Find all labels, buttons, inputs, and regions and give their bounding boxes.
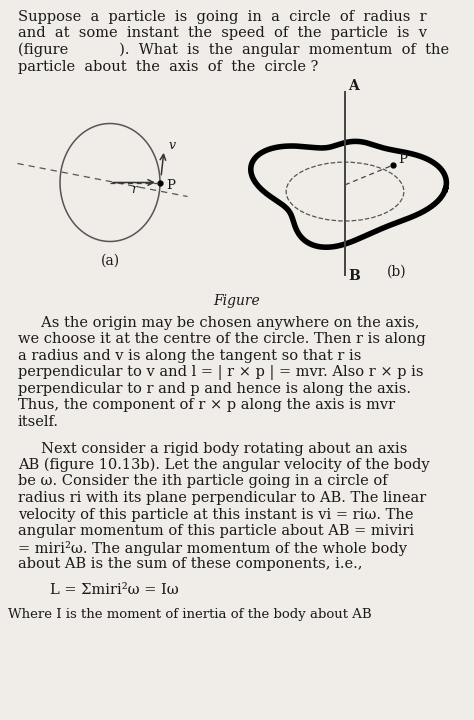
Text: angular momentum of this particle about AB = miviri: angular momentum of this particle about …	[18, 524, 414, 538]
Text: B: B	[348, 269, 360, 283]
Text: (a): (a)	[100, 254, 119, 268]
Text: Suppose  a  particle  is  going  in  a  circle  of  radius  r: Suppose a particle is going in a circle …	[18, 10, 427, 24]
Text: velocity of this particle at this instant is vi = riω. The: velocity of this particle at this instan…	[18, 508, 413, 521]
Text: L = Σmiri²ω = Iω: L = Σmiri²ω = Iω	[50, 583, 179, 598]
Text: AB (figure 10.13b). Let the angular velocity of the body: AB (figure 10.13b). Let the angular velo…	[18, 458, 429, 472]
Text: Figure: Figure	[214, 294, 260, 308]
Text: be ω. Consider the ith particle going in a circle of: be ω. Consider the ith particle going in…	[18, 474, 388, 488]
Text: P: P	[166, 179, 175, 192]
Text: and  at  some  instant  the  speed  of  the  particle  is  v: and at some instant the speed of the par…	[18, 27, 427, 40]
Text: radius ri with its plane perpendicular to AB. The linear: radius ri with its plane perpendicular t…	[18, 491, 426, 505]
Text: perpendicular to v and l = | r × p | = mvr. Also r × p is: perpendicular to v and l = | r × p | = m…	[18, 366, 423, 380]
Text: (figure           ).  What  is  the  angular  momentum  of  the: (figure ). What is the angular momentum …	[18, 43, 449, 58]
Text: v: v	[168, 138, 176, 151]
Text: Thus, the component of r × p along the axis is mvr: Thus, the component of r × p along the a…	[18, 398, 395, 413]
Text: Next consider a rigid body rotating about an axis: Next consider a rigid body rotating abou…	[18, 441, 407, 456]
Text: A: A	[348, 78, 359, 93]
Text: As the origin may be chosen anywhere on the axis,: As the origin may be chosen anywhere on …	[18, 316, 419, 330]
Text: particle  about  the  axis  of  the  circle ?: particle about the axis of the circle ?	[18, 60, 319, 73]
Text: = miri²ω. The angular momentum of the whole body: = miri²ω. The angular momentum of the wh…	[18, 541, 407, 556]
Text: r: r	[131, 182, 137, 196]
Text: a radius and v is along the tangent so that r is: a radius and v is along the tangent so t…	[18, 349, 361, 363]
Text: about AB is the sum of these components, i.e.,: about AB is the sum of these components,…	[18, 557, 363, 571]
Text: Where I is the moment of inertia of the body about AB: Where I is the moment of inertia of the …	[8, 608, 372, 621]
Text: P: P	[398, 153, 407, 166]
Text: (b): (b)	[387, 264, 407, 279]
Text: perpendicular to r and p and hence is along the axis.: perpendicular to r and p and hence is al…	[18, 382, 411, 396]
Text: we choose it at the centre of the circle. Then r is along: we choose it at the centre of the circle…	[18, 333, 426, 346]
Text: itself.: itself.	[18, 415, 59, 429]
